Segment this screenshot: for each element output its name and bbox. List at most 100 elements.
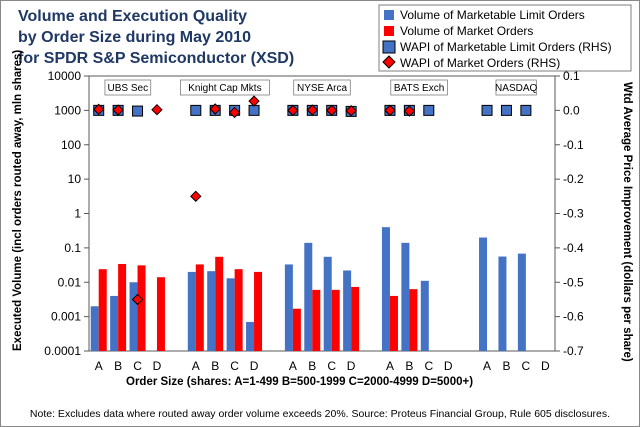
bar-marketable-limit xyxy=(420,280,429,351)
y-tick-label: 100 xyxy=(61,138,81,152)
marker-limit-wapi xyxy=(190,104,202,116)
venue-label: NASDAQ xyxy=(495,83,537,94)
x-axis-label: Order Size (shares: A=1-499 B=500-1999 C… xyxy=(126,376,473,388)
footnote: Note: Excludes data where routed away or… xyxy=(30,408,610,420)
bar-market xyxy=(156,277,165,351)
marker-market-wapi xyxy=(248,95,260,107)
venue-label: UBS Sec xyxy=(108,83,149,94)
y-tick-label: 0.1 xyxy=(64,241,81,255)
y2-tick-label: -0.4 xyxy=(563,241,584,255)
bar-marketable-limit xyxy=(187,271,196,351)
plot-area: 0.0001 0.001 0.01 0.1 1 10 100 1000 10000 0.1 0.0 -… xyxy=(44,69,584,373)
y2-tick-label: -0.6 xyxy=(563,310,584,324)
marker-market-wapi xyxy=(131,293,144,306)
x-tick-label: A xyxy=(289,359,297,373)
x-tick-label: B xyxy=(114,359,122,373)
marker-market-wapi xyxy=(93,103,105,116)
legend-swatch-red-bar xyxy=(384,26,394,36)
x-tick-label: C xyxy=(522,359,531,373)
x-tick-label: B xyxy=(211,359,219,373)
marker-market-wapi xyxy=(287,104,299,117)
bar-marketable-limit xyxy=(381,227,390,351)
x-tick-label: C xyxy=(327,359,336,373)
bar-marketable-limit xyxy=(207,271,216,351)
bar-marketable-limit xyxy=(401,242,410,351)
legend-swatch-blue-bar xyxy=(384,10,394,20)
marker-limit-wapi xyxy=(132,105,144,117)
y2-tick-label: -0.1 xyxy=(563,138,584,152)
y-tick-label: 1000 xyxy=(54,103,81,117)
bar-marketable-limit xyxy=(226,278,235,351)
marker-limit-wapi xyxy=(520,104,532,116)
bar-market xyxy=(409,289,418,351)
x-tick-label: B xyxy=(308,359,316,373)
y-tick-label: 0.0001 xyxy=(44,344,81,358)
x-tick-label: A xyxy=(386,359,394,373)
bar-market xyxy=(195,264,204,351)
bar-marketable-limit xyxy=(246,321,255,351)
bar-market xyxy=(137,265,146,351)
legend-box xyxy=(378,4,632,72)
y2-tick-label: -0.3 xyxy=(563,207,584,221)
venue-label-box xyxy=(390,79,448,96)
bar-market xyxy=(331,289,340,351)
bar-market xyxy=(254,271,263,351)
marker-market-wapi xyxy=(209,103,221,115)
bar-marketable-limit xyxy=(498,256,507,351)
bar-marketable-limit xyxy=(90,306,99,351)
x-tick-label: C xyxy=(230,359,239,373)
venue-label: BATS Exch xyxy=(394,83,444,94)
bar-market xyxy=(98,269,107,351)
marker-market-wapi xyxy=(384,104,396,117)
y-tick-label: 0.01 xyxy=(58,275,82,289)
title-line-3: for SPDR S&P Semiconductor (XSD) xyxy=(18,50,294,67)
venue-label-box xyxy=(293,79,351,96)
y2-tick-label: 0.1 xyxy=(563,69,580,83)
bar-market xyxy=(312,289,321,351)
bar-marketable-limit xyxy=(129,282,138,351)
legend-swatch-square-marker xyxy=(382,40,396,54)
y2-tick-label: -0.7 xyxy=(563,344,584,358)
x-tick-label: C xyxy=(424,359,433,373)
x-tick-label: D xyxy=(541,359,550,373)
y-tick-label: 1 xyxy=(74,207,81,221)
marker-market-wapi xyxy=(190,190,202,203)
x-tick-label: D xyxy=(153,359,162,373)
venue-label-box xyxy=(495,79,537,96)
venue-label: Knight Cap Mkts xyxy=(188,83,261,94)
y2-axis-label: Wtd Average Price Improvement (dollars p… xyxy=(621,82,633,362)
marker-market-wapi xyxy=(306,104,318,116)
marker-market-wapi xyxy=(326,104,338,117)
marker-limit-wapi xyxy=(500,104,512,116)
x-tick-label: C xyxy=(133,359,142,373)
bar-marketable-limit xyxy=(110,295,119,351)
x-tick-label: D xyxy=(250,359,259,373)
title-line-1: Volume and Execution Quality xyxy=(18,8,247,25)
bar-marketable-limit xyxy=(304,242,313,351)
x-tick-label: A xyxy=(95,359,103,373)
legend-label-limit-volume: Volume of Marketable Limit Orders xyxy=(400,8,585,22)
bar-market xyxy=(234,269,243,351)
x-tick-label: B xyxy=(502,359,510,373)
venue-label-box xyxy=(104,79,152,96)
y-tick-label: 10 xyxy=(68,172,82,186)
bar-market xyxy=(215,256,224,351)
marker-market-wapi xyxy=(228,106,241,119)
y-axis-label: Executed Volume (incl orders routed away… xyxy=(12,50,24,351)
x-tick-label: D xyxy=(444,359,453,373)
venue-label-box xyxy=(180,79,270,96)
title-line-2: by Order Size during May 2010 xyxy=(18,29,251,46)
y2-tick-label: 0.0 xyxy=(563,103,580,117)
x-tick-label: D xyxy=(347,359,356,373)
marker-limit-wapi xyxy=(423,104,435,116)
bar-marketable-limit xyxy=(284,264,293,351)
y2-tick-label: -0.5 xyxy=(563,275,584,289)
bar-marketable-limit xyxy=(517,253,526,351)
legend-label-market-wapi: WAPI of Market Orders (RHS) xyxy=(400,56,560,70)
bar-marketable-limit xyxy=(323,256,332,351)
bar-market xyxy=(389,295,398,351)
marker-market-wapi xyxy=(151,103,163,116)
x-tick-label: B xyxy=(405,359,413,373)
marker-market-wapi xyxy=(403,105,416,117)
